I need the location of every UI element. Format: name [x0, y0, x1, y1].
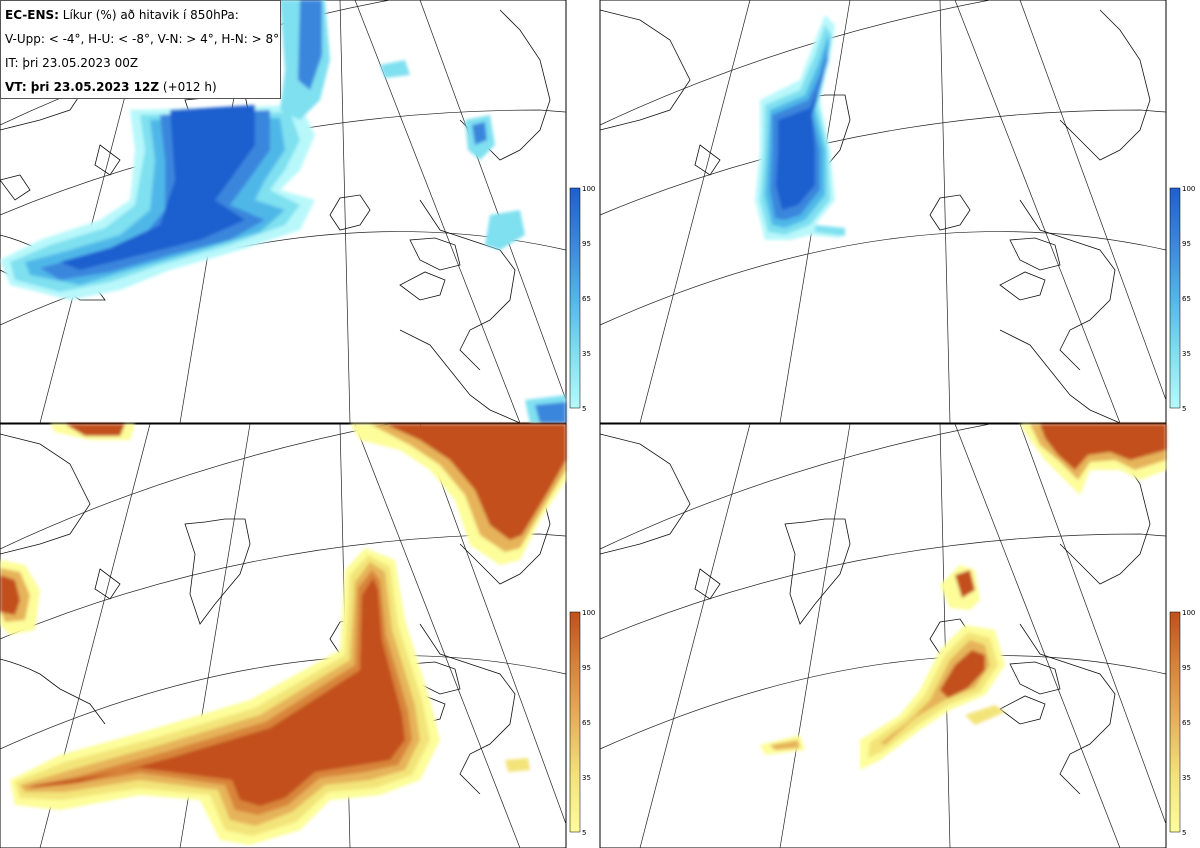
cb-tick: 100 [582, 609, 595, 617]
panel-bottom-left [0, 423, 581, 848]
model-label: EC-ENS: [5, 8, 59, 22]
cb-tick: 35 [1182, 774, 1191, 782]
cb-tick: 65 [1182, 719, 1191, 727]
coastlines [599, 9, 1151, 424]
colorbar-bottom-left [569, 611, 581, 833]
valid-time-row: VT: þri 23.05.2023 12Z (+012 h) [5, 75, 276, 99]
panel-top-right [599, 0, 1181, 424]
cb-tick: 95 [1182, 664, 1191, 672]
colorbar-bottom-right [1169, 611, 1181, 833]
cb-tick: 35 [582, 350, 591, 358]
probability-field [760, 424, 1166, 770]
colorbar-top-right [1169, 187, 1181, 409]
cb-tick: 95 [1182, 240, 1191, 248]
valid-time: VT: þri 23.05.2023 12Z [5, 80, 160, 94]
cb-tick: 95 [582, 240, 591, 248]
colorbar-top-left [569, 187, 581, 409]
panel-bottom-right [599, 423, 1181, 848]
probability-field [0, 424, 566, 845]
cb-tick: 5 [582, 829, 586, 837]
info-box: EC-ENS: Líkur (%) að hitavik í 850hPa: V… [0, 0, 281, 99]
colorbar-labels: 100 95 65 35 5 100 95 65 35 5 100 95 65 … [582, 185, 1195, 837]
thresholds-text: V-Upp: < -4°, H-U: < -8°, V-N: > 4°, H-N… [5, 32, 280, 46]
cb-tick: 100 [1182, 609, 1195, 617]
panel-top-left [0, 0, 581, 424]
probability-field [0, 0, 566, 423]
cb-tick: 5 [582, 405, 586, 413]
cb-tick: 100 [1182, 185, 1195, 193]
title-text: Líkur (%) að hitavik í 850hPa: [62, 8, 239, 22]
cb-tick: 5 [1182, 405, 1186, 413]
cb-tick: 35 [1182, 350, 1191, 358]
initial-time: IT: þri 23.05.2023 00Z [5, 56, 139, 70]
cb-tick: 65 [1182, 295, 1191, 303]
cb-tick: 95 [582, 664, 591, 672]
title-row: EC-ENS: Líkur (%) að hitavik í 850hPa: [5, 3, 276, 27]
cb-tick: 65 [582, 719, 591, 727]
cb-tick: 65 [582, 295, 591, 303]
lead-time: (+012 h) [162, 80, 217, 94]
cb-tick: 35 [582, 774, 591, 782]
graticule [599, 423, 1167, 848]
probability-field [755, 15, 845, 240]
cb-tick: 5 [1182, 829, 1186, 837]
cb-tick: 100 [582, 185, 595, 193]
